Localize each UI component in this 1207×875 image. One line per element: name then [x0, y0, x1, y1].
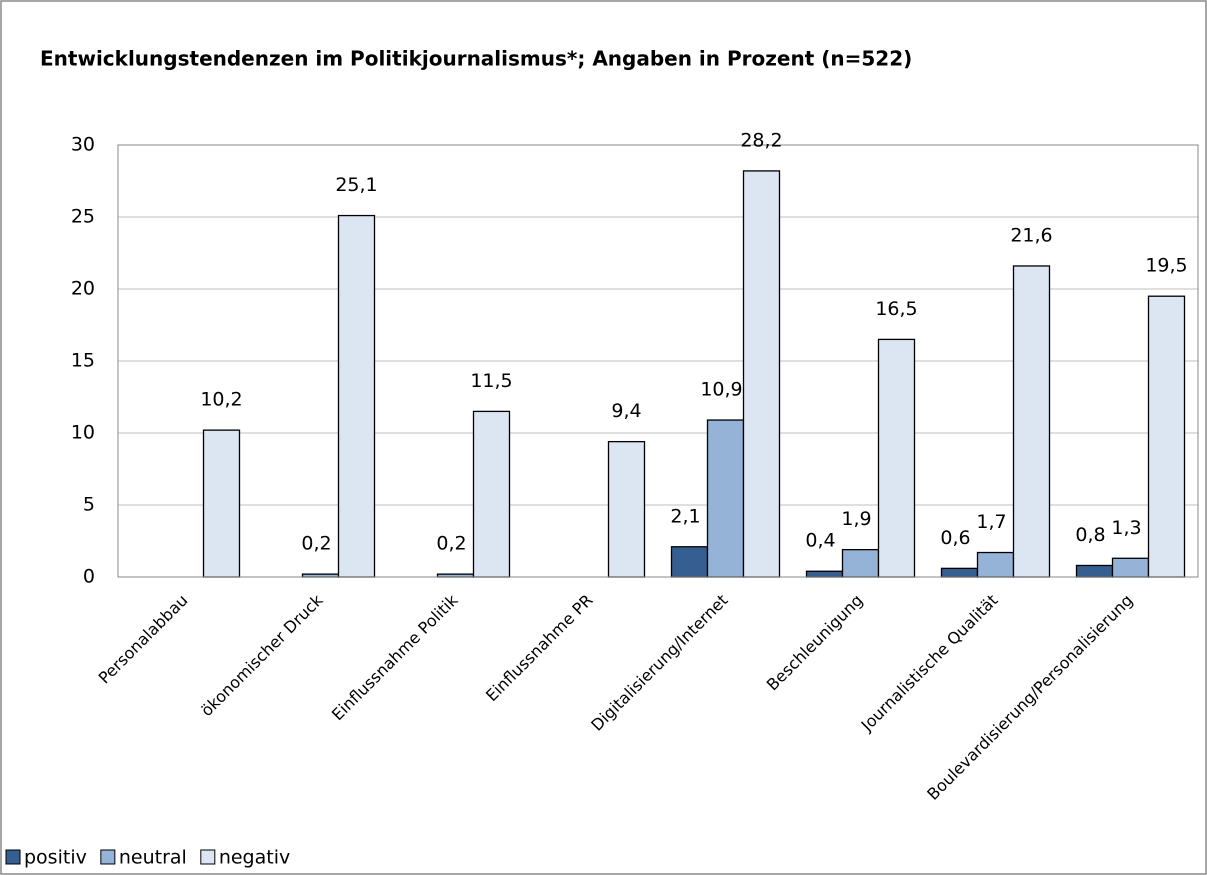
bar	[976, 551, 1015, 578]
data-label: 19,5	[1145, 255, 1187, 277]
data-label: 1,9	[841, 508, 871, 530]
bar	[706, 419, 745, 578]
data-label: 9,4	[611, 400, 641, 422]
y-tick-label: 0	[83, 566, 95, 588]
legend-label: positiv	[24, 847, 87, 869]
bar	[841, 548, 880, 578]
data-label: 25,1	[335, 174, 377, 196]
data-label: 1,7	[976, 511, 1006, 533]
data-label: 11,5	[470, 370, 512, 392]
bar	[1111, 557, 1150, 578]
y-tick-label: 15	[71, 350, 95, 372]
bar	[1075, 564, 1114, 578]
y-tick-label: 25	[71, 206, 95, 228]
y-tick-label: 20	[71, 278, 95, 300]
legend-swatch	[100, 849, 116, 865]
data-label: 0,6	[940, 527, 970, 549]
legend-label: neutral	[119, 847, 187, 869]
bar	[805, 570, 844, 578]
legend-swatch	[200, 849, 216, 865]
data-label: 21,6	[1010, 224, 1052, 246]
data-label: 0,8	[1075, 524, 1105, 546]
bar	[1147, 295, 1186, 578]
data-label: 2,1	[670, 505, 700, 527]
data-label: 0,2	[301, 533, 331, 555]
y-tick-label: 10	[71, 422, 95, 444]
bar	[670, 546, 709, 578]
bar	[742, 170, 781, 578]
data-label: 0,4	[805, 530, 835, 552]
y-tick-label: 5	[83, 494, 95, 516]
data-label: 10,2	[200, 389, 242, 411]
data-label: 16,5	[875, 298, 917, 320]
bar	[472, 410, 511, 578]
data-label: 1,3	[1111, 517, 1141, 539]
bar	[202, 429, 241, 578]
data-label: 10,9	[700, 379, 742, 401]
chart-title: Entwicklungstendenzen im Politikjournali…	[40, 47, 912, 71]
legend-swatch	[5, 849, 21, 865]
legend-label: negativ	[219, 847, 290, 869]
bar	[877, 338, 916, 578]
data-label: 0,2	[436, 533, 466, 555]
bar	[337, 214, 376, 578]
data-label: 28,2	[740, 129, 782, 151]
bar	[940, 567, 979, 578]
bar	[1012, 265, 1051, 578]
bar	[607, 440, 646, 578]
y-tick-label: 30	[71, 134, 95, 156]
